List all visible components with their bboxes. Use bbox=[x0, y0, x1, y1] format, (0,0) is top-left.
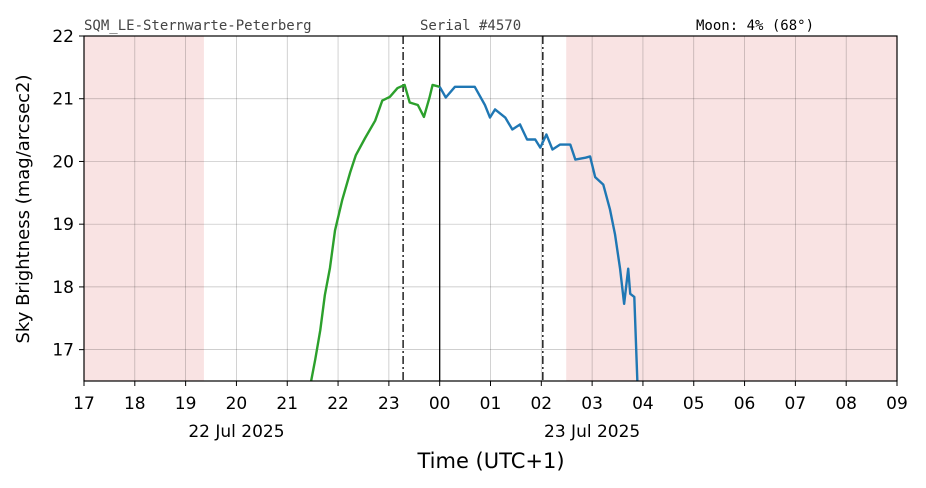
plot-frame bbox=[83, 35, 898, 382]
header-moon: Moon: 4% (68°) bbox=[696, 18, 814, 34]
x-tick-label: 21 bbox=[276, 394, 298, 414]
y-tick-label: 22 bbox=[52, 27, 74, 47]
x-tick-label: 00 bbox=[429, 394, 451, 414]
x-tick-label: 22 bbox=[327, 394, 349, 414]
x-tick-label: 19 bbox=[175, 394, 197, 414]
date-label: 23 Jul 2025 bbox=[544, 422, 640, 442]
x-tick-label: 07 bbox=[785, 394, 807, 414]
header-serial: Serial #4570 bbox=[420, 18, 521, 34]
series-line bbox=[309, 83, 440, 382]
x-tick-label: 17 bbox=[73, 394, 95, 414]
y-axis-label: Sky Brightness (mag/arcsec2) bbox=[13, 74, 34, 343]
night-span bbox=[84, 36, 204, 381]
x-tick-label: 02 bbox=[530, 394, 552, 414]
date-label: 22 Jul 2025 bbox=[188, 422, 284, 442]
y-tick-label: 20 bbox=[52, 152, 74, 172]
x-tick-label: 18 bbox=[124, 394, 146, 414]
y-tick-label: 18 bbox=[52, 278, 74, 298]
x-tick-label: 03 bbox=[581, 394, 603, 414]
y-tick-label: 19 bbox=[52, 215, 74, 235]
x-tick-label: 05 bbox=[683, 394, 705, 414]
x-tick-label: 20 bbox=[226, 394, 248, 414]
header-station: SQM_LE-Sternwarte-Peterberg bbox=[84, 18, 312, 34]
x-tick-label: 23 bbox=[378, 394, 400, 414]
y-tick-label: 21 bbox=[52, 90, 74, 110]
y-tick-label: 17 bbox=[52, 341, 74, 361]
x-tick-label: 09 bbox=[886, 394, 908, 414]
night-span bbox=[566, 36, 897, 381]
x-tick-label: 06 bbox=[734, 394, 756, 414]
x-tick-label: 04 bbox=[632, 394, 654, 414]
series-line bbox=[438, 85, 639, 382]
x-tick-label: 01 bbox=[480, 394, 502, 414]
x-tick-label: 08 bbox=[835, 394, 857, 414]
x-axis-label: Time (UTC+1) bbox=[416, 449, 564, 473]
